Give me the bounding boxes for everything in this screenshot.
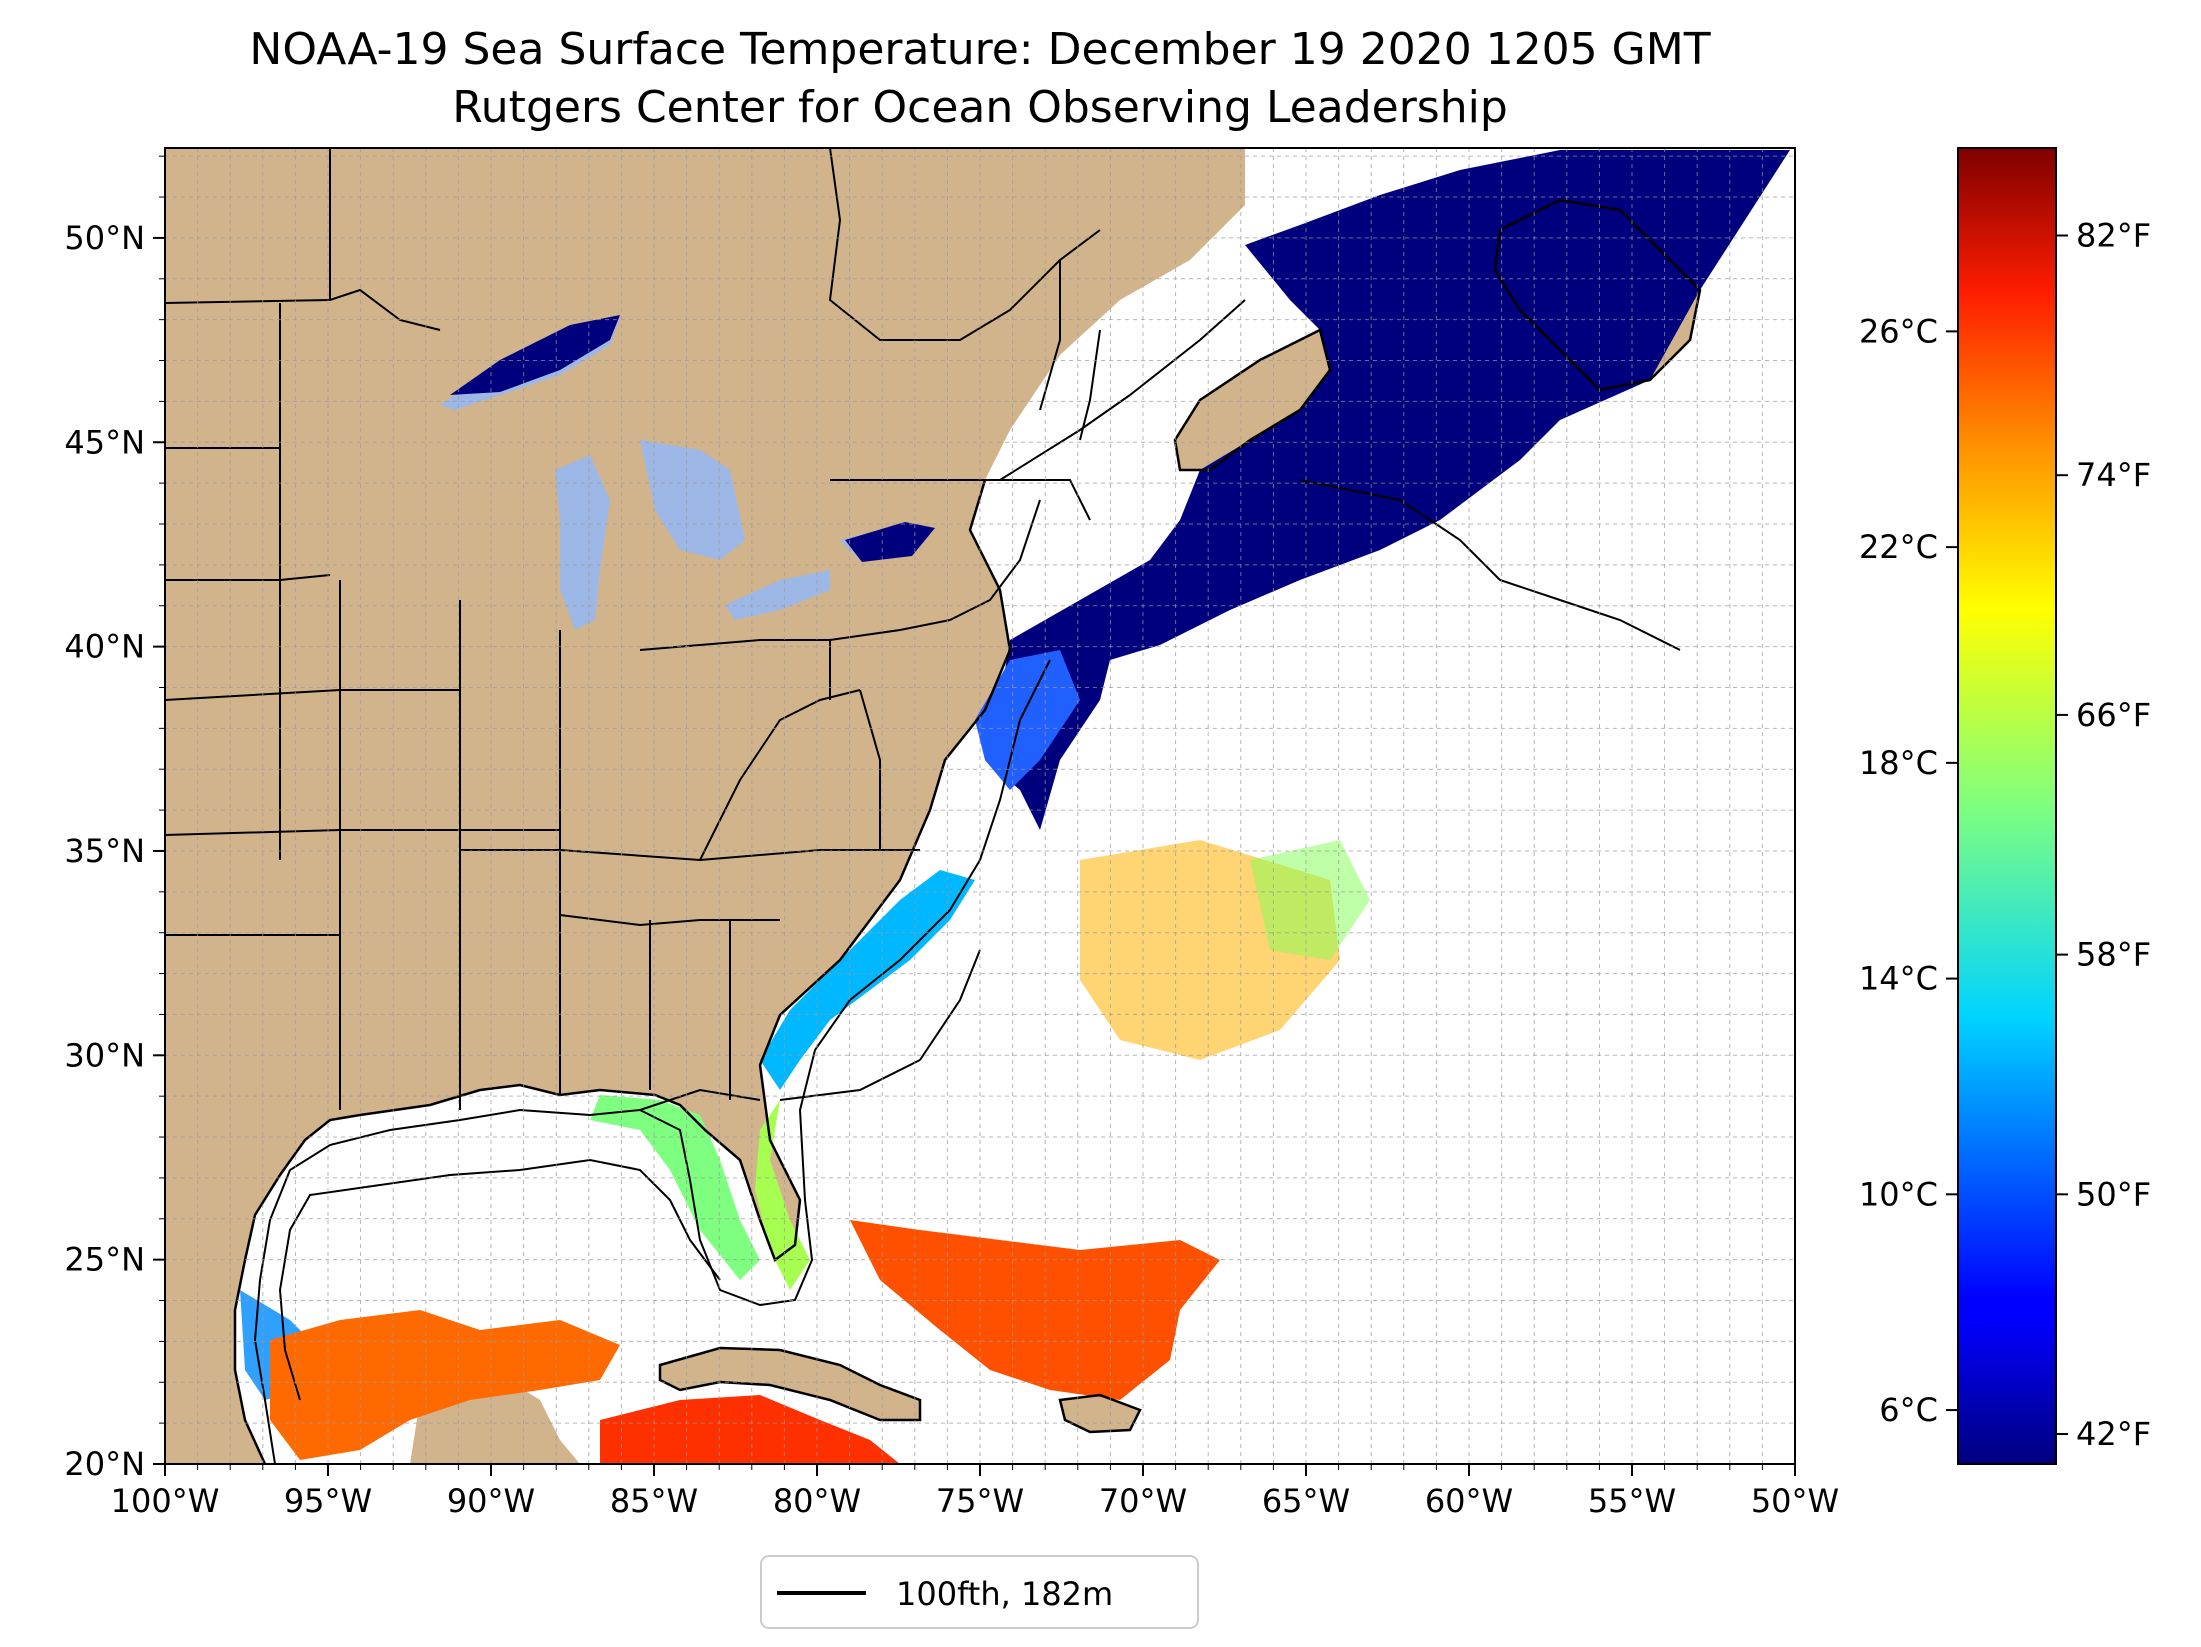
sst-cold-lake-superior (450, 315, 620, 395)
map-panel (164, 147, 1796, 1465)
isobath-gulf-inner (278, 1158, 721, 1401)
sst-caribbean-warm (600, 1395, 900, 1464)
x-tick-label: 55°W (1588, 1482, 1676, 1520)
fahrenheit-tick-label: 66°F (2076, 696, 2151, 734)
sst-atlantic-green (1250, 840, 1370, 960)
sst-cold-north (985, 150, 1790, 830)
sst-carolinas (760, 870, 975, 1090)
y-tick-label: 50°N (64, 219, 145, 257)
y-axis-ticks: 20°N 25°N 30°N 35°N 40°N 45°N 50°N (64, 155, 165, 1483)
y-tick-label: 45°N (64, 423, 145, 461)
colorbar-gradient (1957, 147, 2057, 1465)
sst-bahamas-warm (850, 1220, 1220, 1400)
y-tick-label: 35°N (64, 832, 145, 870)
celsius-tick-label: 6°C (1879, 1391, 1938, 1429)
x-tick-label: 65°W (1262, 1482, 1350, 1520)
land-cuba (660, 1348, 920, 1420)
x-tick-label: 50°W (1751, 1482, 1839, 1520)
legend-label: 100fth, 182m (896, 1575, 1113, 1613)
figure-title: NOAA-19 Sea Surface Temperature: Decembe… (249, 24, 1710, 75)
celsius-tick-label: 14°C (1859, 960, 1938, 998)
sst-gulf-coastal (590, 1095, 760, 1280)
celsius-tick-label: 18°C (1859, 744, 1938, 782)
y-tick-label: 20°N (64, 1445, 145, 1483)
x-tick-label: 80°W (773, 1482, 861, 1520)
x-tick-label: 95°W (284, 1482, 372, 1520)
x-tick-label: 85°W (610, 1482, 698, 1520)
fahrenheit-tick-label: 82°F (2076, 216, 2151, 254)
y-tick-label: 25°N (64, 1241, 145, 1279)
fahrenheit-tick-label: 58°F (2076, 936, 2151, 974)
fahrenheit-tick-label: 74°F (2076, 456, 2151, 494)
isobath-100fth (253, 659, 1051, 1464)
fahrenheit-tick-label: 42°F (2076, 1415, 2151, 1453)
state-borders (165, 148, 1681, 1111)
x-tick-label: 100°W (111, 1482, 220, 1520)
land-north-america (165, 148, 1245, 1464)
colorbar-celsius-ticks: 6°C 10°C 14°C 18°C 22°C 26°C (1859, 312, 1958, 1429)
sst-gulf-warm (270, 1310, 620, 1460)
legend: 100fth, 182m (760, 1555, 1199, 1629)
celsius-tick-label: 26°C (1859, 312, 1938, 350)
celsius-tick-label: 10°C (1859, 1175, 1938, 1213)
land-maritimes (1175, 330, 1330, 470)
sst-cold-lake-ontario (845, 522, 935, 562)
celsius-tick-label: 22°C (1859, 528, 1938, 566)
legend-box (760, 1555, 1199, 1629)
x-tick-label: 75°W (936, 1482, 1024, 1520)
x-tick-label: 60°W (1425, 1482, 1513, 1520)
y-tick-label: 30°N (64, 1036, 145, 1074)
gridlines (165, 148, 1795, 1464)
fahrenheit-tick-label: 50°F (2076, 1175, 2151, 1213)
x-tick-label: 90°W (447, 1482, 535, 1520)
colorbar: 6°C 10°C 14°C 18°C 22°C 26°C 42°F 50°F 58°F 66°F… (1859, 147, 2151, 1465)
sst-mid-atlantic (975, 650, 1080, 790)
figure-subtitle: Rutgers Center for Ocean Observing Leade… (452, 82, 1508, 133)
y-tick-label: 40°N (64, 628, 145, 666)
x-axis-ticks: 100°W 95°W 90°W 85°W 80°W 75°W 70°W 65°W 60°W 55°… (111, 1464, 1839, 1520)
colorbar-fahrenheit-ticks: 42°F 50°F 58°F 66°F 74°F 82°F (2056, 216, 2151, 1453)
x-tick-label: 70°W (1099, 1482, 1187, 1520)
